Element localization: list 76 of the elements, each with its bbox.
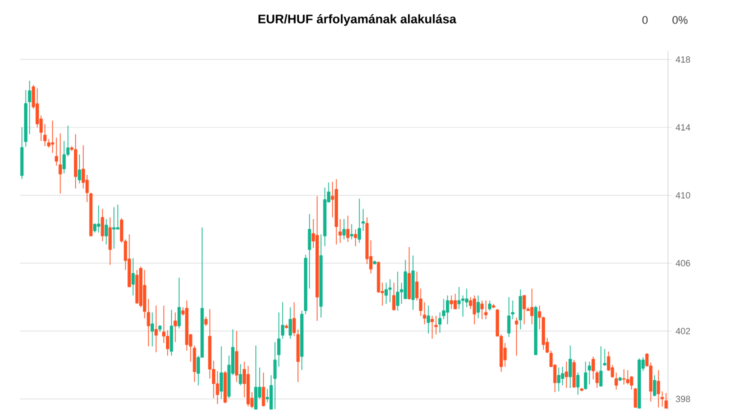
candlestick — [576, 372, 580, 396]
candlestick — [484, 300, 488, 320]
candlestick — [281, 302, 284, 340]
candlestick — [599, 346, 603, 387]
candlestick — [530, 288, 534, 325]
candlestick — [220, 346, 223, 400]
candlestick — [204, 316, 208, 326]
candlestick — [426, 305, 430, 334]
candlestick — [100, 208, 104, 242]
y-tick-label: 414 — [676, 124, 690, 130]
y-tick-label: 402 — [676, 328, 690, 334]
candlestick — [422, 302, 426, 325]
candlestick — [104, 218, 108, 245]
candlestick — [656, 370, 660, 408]
candlestick — [154, 305, 158, 353]
candlestick — [396, 271, 400, 312]
candlestick — [78, 154, 82, 184]
candlestick — [392, 282, 396, 312]
candlestick — [438, 312, 442, 334]
candlestick — [238, 364, 242, 386]
candlestick — [568, 345, 572, 388]
candlestick — [131, 258, 135, 296]
candlestick — [58, 132, 62, 194]
candlestick — [235, 330, 238, 382]
candlestick — [454, 293, 457, 310]
candlestick — [358, 198, 361, 244]
text: 0 — [642, 16, 648, 24]
candlestick — [472, 295, 476, 325]
candlestick — [262, 372, 266, 408]
candlestick — [350, 224, 354, 240]
candlestick — [522, 295, 526, 325]
chart-title: EUR/HUF árfolyamának alakulása — [258, 14, 456, 26]
candlestick — [480, 300, 484, 320]
candlestick — [174, 312, 177, 342]
candlestick — [664, 392, 668, 409]
candlestick — [622, 368, 626, 385]
candlestick — [273, 342, 277, 410]
candlestick — [166, 330, 170, 356]
y-tick-label: 418 — [676, 56, 690, 63]
candlestick — [362, 208, 365, 232]
candlestick — [518, 289, 522, 330]
candlestick — [342, 218, 346, 240]
candlestick — [216, 370, 220, 404]
candlestick — [584, 361, 588, 390]
candlestick — [346, 215, 350, 242]
candlestick — [96, 205, 100, 234]
y-tick-label: 406 — [676, 260, 690, 266]
candlestick — [108, 216, 112, 266]
candlestick — [354, 228, 358, 247]
candlestick — [476, 295, 480, 319]
candlestick — [388, 278, 392, 303]
candlestick — [450, 295, 453, 310]
candlestick — [430, 315, 434, 340]
candlestick — [488, 300, 492, 312]
candlestick — [626, 370, 630, 385]
candlestick — [178, 277, 181, 329]
y-tick-label: 398 — [676, 396, 690, 402]
candlestick — [112, 206, 116, 250]
candlestick — [338, 218, 342, 244]
text: 0% — [672, 16, 688, 24]
candlestick — [254, 345, 258, 410]
candlestick — [150, 312, 154, 347]
candlestick — [514, 317, 518, 356]
candlestick — [652, 374, 656, 397]
candlestick — [614, 372, 618, 390]
candlestick — [564, 361, 568, 388]
y-tick-label: 410 — [676, 192, 690, 198]
candlestick — [288, 306, 292, 340]
candlestick — [557, 367, 560, 392]
candlestick — [446, 295, 450, 325]
candlestick — [116, 204, 120, 230]
candlestick — [507, 296, 511, 338]
candlestick — [560, 366, 564, 386]
candlestick — [603, 348, 606, 366]
candlestick — [384, 282, 388, 304]
candlestick — [457, 286, 461, 310]
